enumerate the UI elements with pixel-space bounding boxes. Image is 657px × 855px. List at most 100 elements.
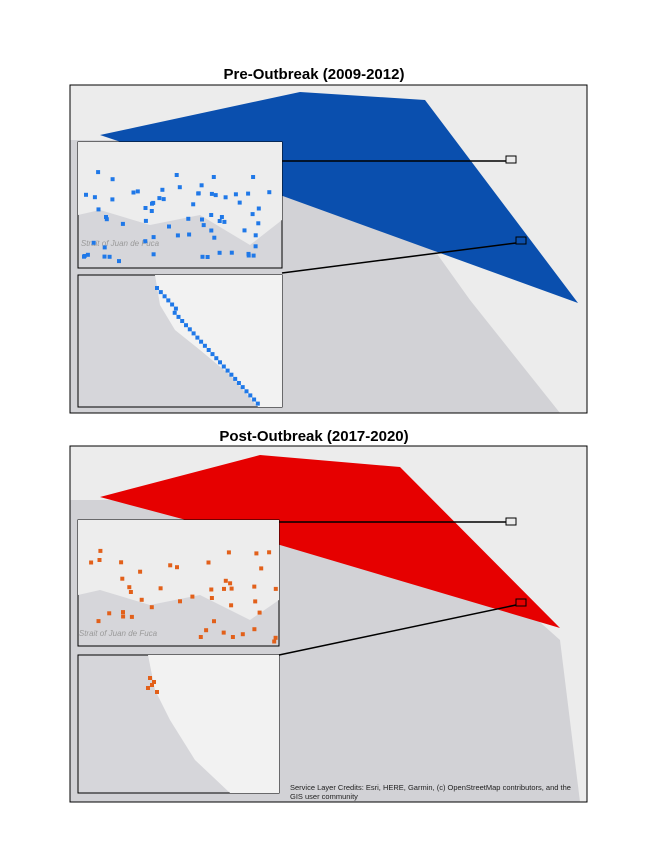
occurrence-point — [127, 585, 132, 590]
occurrence-point — [209, 587, 214, 592]
frame — [69, 84, 588, 414]
occurrence-point — [157, 196, 162, 201]
occurrence-point — [225, 368, 230, 373]
occurrence-point — [166, 298, 171, 303]
occurrence-point — [209, 596, 214, 600]
occurrence-point — [209, 191, 214, 196]
occurrence-point — [267, 190, 272, 195]
occurrence-point — [139, 597, 144, 602]
occurrence-point — [96, 619, 101, 624]
occurrence-point — [129, 614, 134, 619]
occurrence-point — [252, 397, 257, 402]
inset — [77, 274, 283, 408]
frame — [69, 445, 588, 803]
occurrence-point — [209, 213, 214, 217]
occurrence-point — [187, 232, 192, 237]
extent-box — [515, 598, 527, 607]
occurrence-point — [191, 331, 196, 336]
credits: GIS user community — [290, 792, 358, 801]
occurrence-point — [240, 385, 245, 390]
occurrence-point — [175, 565, 179, 570]
occurrence-point — [84, 192, 88, 197]
occurrence-point — [117, 259, 121, 264]
occurrence-point — [221, 630, 226, 635]
occurrence-point — [226, 550, 231, 555]
occurrence-point — [233, 376, 238, 381]
occurrence-point — [217, 219, 222, 223]
occurrence-point — [209, 228, 214, 233]
occurrence-point — [174, 173, 179, 177]
occurrence-point — [246, 191, 251, 196]
leader-line — [281, 242, 517, 274]
occurrence-point — [222, 219, 227, 224]
occurrence-point — [178, 599, 182, 604]
occurrence-point — [120, 221, 125, 226]
extent-box — [505, 155, 517, 164]
occurrence-point — [107, 254, 112, 259]
occurrence-point — [172, 310, 177, 315]
occurrence-point — [206, 560, 211, 565]
occurrence-point — [150, 201, 154, 206]
occurrence-point — [201, 223, 206, 228]
occurrence-point — [96, 170, 101, 175]
occurrence-point — [267, 550, 272, 555]
occurrence-point — [252, 584, 257, 589]
occurrence-point — [242, 228, 247, 233]
occurrence-point — [150, 683, 154, 687]
occurrence-point — [210, 352, 215, 357]
occurrence-point — [91, 240, 96, 245]
occurrence-point — [253, 244, 258, 249]
occurrence-point — [148, 676, 152, 680]
occurrence-point — [104, 217, 109, 222]
occurrence-point — [259, 566, 264, 571]
occurrence-point — [218, 360, 222, 365]
inset: Strait of Juan de Fuca — [77, 141, 283, 269]
occurrence-point — [229, 586, 234, 591]
occurrence-point — [121, 614, 126, 619]
occurrence-point — [199, 183, 204, 188]
occurrence-point — [223, 578, 228, 583]
occurrence-point — [96, 207, 101, 212]
occurrence-point — [221, 364, 226, 369]
occurrence-point — [230, 635, 235, 639]
occurrence-point — [213, 193, 218, 198]
occurrence-point — [152, 680, 156, 684]
occurrence-point — [229, 372, 234, 377]
occurrence-point — [248, 393, 253, 398]
occurrence-point — [176, 314, 181, 319]
land — [78, 142, 282, 245]
occurrence-point — [143, 218, 148, 223]
occurrence-point — [222, 586, 226, 591]
occurrence-point — [236, 381, 241, 385]
occurrence-point — [104, 215, 108, 219]
occurrence-point — [272, 639, 277, 644]
occurrence-point — [256, 221, 261, 226]
occurrence-point — [233, 192, 238, 197]
occurrence-point — [212, 235, 217, 240]
occurrence-point — [246, 253, 251, 258]
occurrence-point — [229, 250, 234, 255]
land — [148, 655, 279, 793]
occurrence-point — [255, 401, 260, 406]
occurrence-point — [206, 348, 211, 352]
occurrence-point — [177, 185, 182, 190]
occurrence-point — [191, 202, 196, 207]
occurrence-point — [253, 599, 258, 604]
inset — [77, 654, 280, 794]
occurrence-point — [121, 610, 125, 615]
occurrence-point — [186, 216, 191, 221]
occurrence-point — [128, 590, 133, 594]
occurrence-point — [190, 594, 195, 599]
occurrence-point — [98, 548, 103, 553]
occurrence-point — [107, 611, 112, 616]
occurrence-point — [143, 206, 148, 210]
occurrence-point — [240, 632, 245, 637]
occurrence-point — [244, 389, 249, 394]
occurrence-point — [256, 206, 261, 211]
occurrence-point — [110, 197, 115, 202]
occurrence-point — [273, 635, 278, 640]
occurrence-point — [251, 175, 256, 179]
panel-title: Pre-Outbreak (2009-2012) — [224, 66, 405, 83]
inset: Strait of Juan de Fuca — [77, 519, 280, 647]
occurrence-point — [158, 586, 163, 591]
